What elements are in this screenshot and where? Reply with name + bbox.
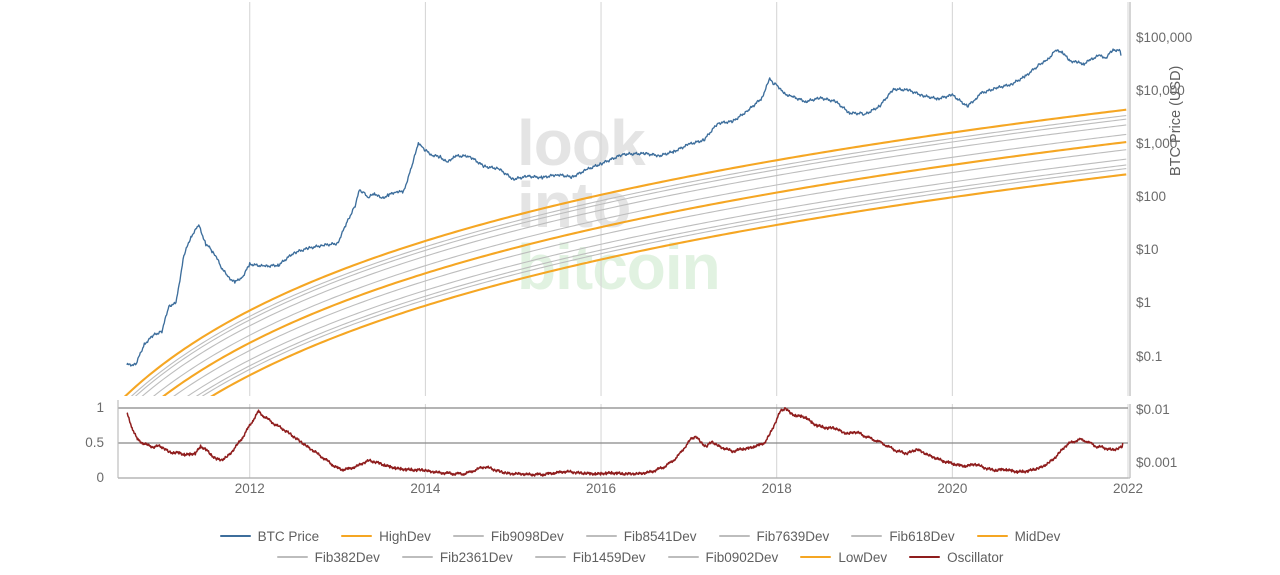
y-tick-price: $1 bbox=[1136, 295, 1152, 311]
legend-item-fib1459dev[interactable]: Fib1459Dev bbox=[534, 549, 646, 565]
band-line-middev bbox=[162, 141, 1127, 396]
legend-item-label: Fib618Dev bbox=[889, 528, 955, 544]
y-tick-price: $0.1 bbox=[1136, 348, 1163, 364]
band-line-fib1459dev bbox=[195, 164, 1127, 396]
legend-swatch-icon bbox=[667, 555, 699, 559]
legend-item-label: MidDev bbox=[1014, 528, 1061, 544]
legend-item-oscillator[interactable]: Oscillator bbox=[909, 549, 1003, 565]
legend-item-label: Fib2361Dev bbox=[439, 549, 513, 565]
legend-item-btc-price[interactable]: BTC Price bbox=[219, 528, 320, 544]
y-tick-price: $10,000 bbox=[1136, 83, 1185, 99]
legend-item-label: Fib0902Dev bbox=[705, 549, 779, 565]
y-tick-price: $100,000 bbox=[1136, 30, 1193, 46]
band-line-lowdev bbox=[210, 173, 1127, 396]
chart-legend: BTC Price HighDev Fib9098Dev Fib8541Dev Fib7… bbox=[0, 528, 1280, 565]
legend-item-label: BTC Price bbox=[257, 528, 320, 544]
legend-item-label: Oscillator bbox=[947, 549, 1004, 565]
legend-swatch-icon bbox=[585, 534, 617, 538]
band-line-fib9098dev bbox=[130, 114, 1127, 396]
legend-item-middev[interactable]: MidDev bbox=[976, 528, 1061, 544]
x-tick: 2014 bbox=[410, 481, 441, 496]
y-tick-price: $10 bbox=[1136, 242, 1159, 258]
x-tick: 2020 bbox=[937, 481, 968, 496]
legend-item-highdev[interactable]: HighDev bbox=[341, 528, 431, 544]
legend-item-label: Fib8541Dev bbox=[623, 528, 697, 544]
x-tick: 2018 bbox=[761, 481, 792, 496]
band-line-fib2361dev bbox=[186, 158, 1127, 396]
legend-swatch-icon bbox=[452, 534, 484, 538]
legend-swatch-icon bbox=[276, 555, 308, 559]
legend-item-fib8541dev[interactable]: Fib8541Dev bbox=[585, 528, 697, 544]
legend-swatch-icon bbox=[534, 555, 566, 559]
gridlines bbox=[249, 2, 1129, 478]
legend-item-label: LowDev bbox=[838, 549, 888, 565]
series-oscillator bbox=[126, 406, 1124, 477]
band-line-fib8541dev bbox=[134, 118, 1127, 396]
y-tick-oscillator: 1 bbox=[96, 400, 104, 415]
legend-item-label: HighDev bbox=[379, 528, 431, 544]
band-line-fib382dev bbox=[173, 149, 1127, 396]
legend-item-fib7639dev[interactable]: Fib7639Dev bbox=[718, 528, 830, 544]
legend-item-fib9098dev[interactable]: Fib9098Dev bbox=[452, 528, 564, 544]
y-tick-price: $0.01 bbox=[1136, 401, 1170, 417]
legend-swatch-icon bbox=[718, 534, 750, 538]
band-line-fib0902dev bbox=[201, 168, 1127, 396]
legend-swatch-icon bbox=[401, 555, 433, 559]
legend-item-fib0902dev[interactable]: Fib0902Dev bbox=[667, 549, 779, 565]
series-btc-price bbox=[126, 48, 1122, 367]
legend-item-fib2361dev[interactable]: Fib2361Dev bbox=[401, 549, 513, 565]
y-tick-price: $0.001 bbox=[1136, 454, 1178, 470]
deviation-bands bbox=[123, 108, 1127, 396]
legend-item-label: Fib9098Dev bbox=[490, 528, 564, 544]
legend-swatch-icon bbox=[800, 555, 832, 559]
legend-swatch-icon bbox=[851, 534, 883, 538]
legend-item-fib618dev[interactable]: Fib618Dev bbox=[851, 528, 955, 544]
band-line-highdev bbox=[123, 108, 1127, 396]
legend-item-label: Fib1459Dev bbox=[572, 549, 646, 565]
y-tick-oscillator: 0 bbox=[96, 470, 104, 485]
legend-swatch-icon bbox=[341, 534, 373, 538]
x-tick: 2012 bbox=[234, 481, 265, 496]
legend-item-label: Fib7639Dev bbox=[756, 528, 830, 544]
legend-swatch-icon bbox=[219, 534, 251, 538]
legend-item-lowdev[interactable]: LowDev bbox=[800, 549, 887, 565]
band-line-fib618dev bbox=[153, 133, 1127, 396]
legend-swatch-icon bbox=[976, 534, 1008, 538]
band-line-fib7639dev bbox=[141, 124, 1127, 396]
y-tick-price: $1,000 bbox=[1136, 136, 1178, 152]
y-tick-price: $100 bbox=[1136, 189, 1167, 205]
x-tick: 2022 bbox=[1112, 481, 1144, 496]
x-tick: 2016 bbox=[586, 481, 617, 496]
y-tick-oscillator: 0.5 bbox=[85, 435, 104, 450]
legend-swatch-icon bbox=[909, 555, 941, 559]
legend-item-label: Fib382Dev bbox=[314, 549, 380, 565]
legend-item-fib382dev[interactable]: Fib382Dev bbox=[276, 549, 380, 565]
